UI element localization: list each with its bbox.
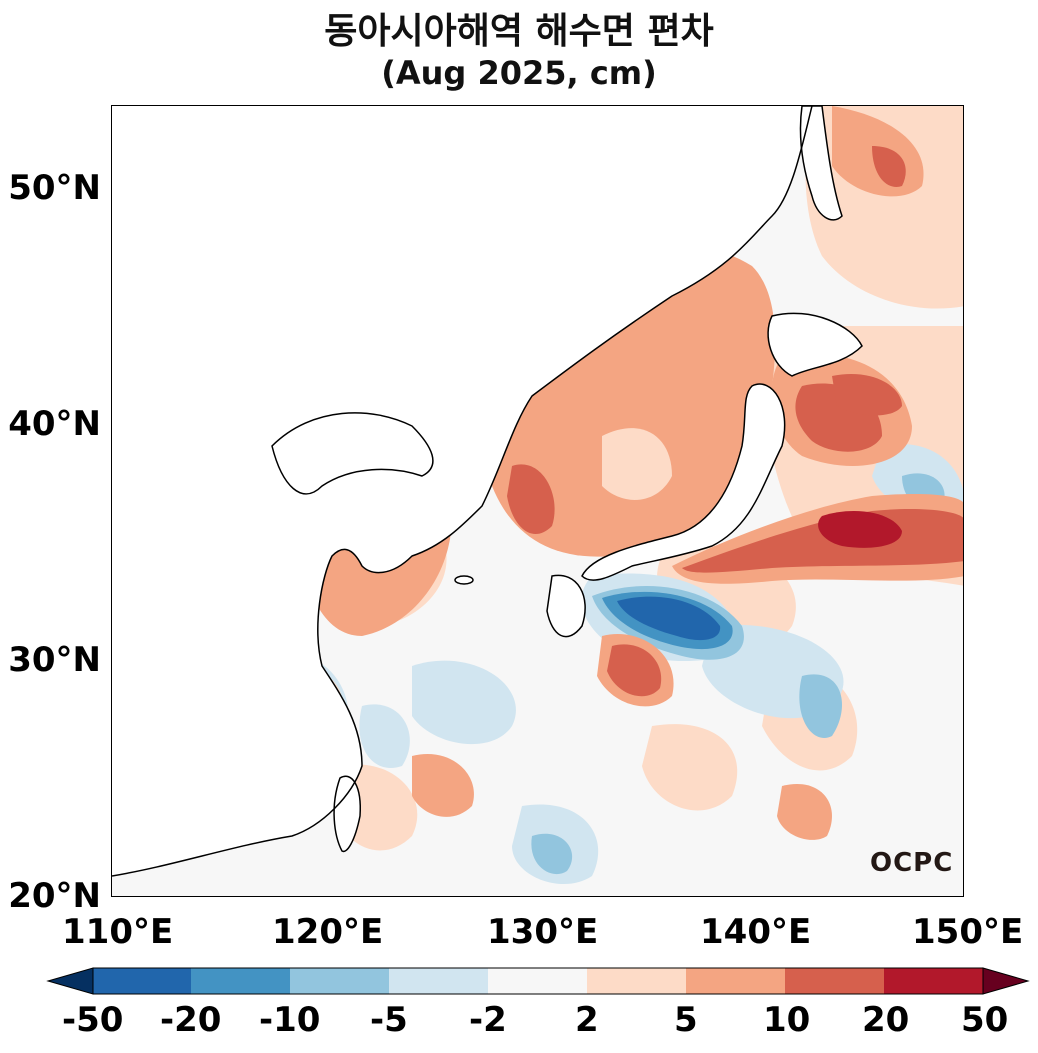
colorbar-label: -2 [469,1000,507,1040]
colorbar-label: 50 [961,1000,1009,1040]
lon-label-130e: 130°E [487,912,599,952]
lat-label-50n: 50°N [8,168,101,208]
colorbar-label: -20 [160,1000,222,1040]
anomaly-field [112,106,963,896]
colorbar-label: 20 [862,1000,910,1040]
map-title: 동아시아해역 해수면 편차 [324,11,714,52]
lon-label-120e: 120°E [272,912,384,952]
lon-label-140e: 140°E [700,912,812,952]
colorbar-label: 5 [674,1000,698,1040]
colorbar-label: 10 [763,1000,811,1040]
lat-label-30n: 30°N [8,640,101,680]
colorbar-label: 2 [575,1000,599,1040]
colorbar-label: -50 [62,1000,124,1040]
colorbar-bin-3 [290,968,389,994]
map-subtitle: (Aug 2025, cm) [381,54,657,92]
colorbar-bin-8 [785,968,884,994]
colorbar-label: -10 [259,1000,321,1040]
lon-label-110e: 110°E [62,912,174,952]
colorbar-extend-high [982,967,1030,995]
lat-label-20n: 20°N [8,876,101,916]
colorbar [46,967,1030,995]
colorbar-bin-4 [389,968,488,994]
lat-label-40n: 40°N [8,404,101,444]
colorbar-label: -5 [370,1000,408,1040]
lon-label-150e: 150°E [912,912,1024,952]
colorbar-bin-6 [587,968,686,994]
colorbar-bin-9 [884,968,983,994]
ocpc-logo: OCPC [870,848,954,878]
colorbar-bin-7 [686,968,785,994]
colorbar-bin-1 [93,968,191,994]
colorbar-extend-low [46,967,94,995]
colorbar-bin-2 [191,968,290,994]
colorbar-bin-5 [488,968,587,994]
sea-level-anomaly-map [111,105,964,897]
